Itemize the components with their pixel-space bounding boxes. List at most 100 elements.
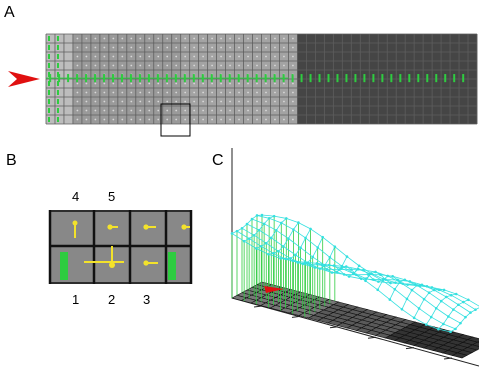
cell-dot — [139, 82, 142, 85]
surface-mesh-line — [375, 271, 381, 276]
cell-dot — [211, 46, 214, 49]
floor-cell — [322, 314, 339, 321]
floor-cell — [447, 339, 464, 346]
cell-dot — [292, 46, 294, 49]
floor-cell — [408, 337, 425, 344]
surface-mesh-line — [380, 274, 393, 277]
surface-mesh-line — [377, 289, 391, 300]
floor-cell — [442, 334, 460, 341]
cell-number-1: 1 — [72, 292, 80, 307]
surface-mesh-line — [451, 293, 457, 296]
surface-mesh-line — [329, 264, 335, 266]
cell-dot — [292, 37, 294, 40]
surface-mesh-line — [365, 280, 378, 291]
surface-mesh-line — [423, 298, 437, 309]
cell-dot — [130, 55, 133, 58]
floor-cell — [351, 314, 368, 321]
floor-cell — [313, 304, 330, 311]
cell-dot — [184, 82, 187, 85]
surface-mesh-line — [298, 222, 311, 230]
cell-dot — [238, 46, 240, 49]
floor-cell — [361, 309, 378, 315]
cell-dot — [229, 118, 231, 121]
surface-mesh-line — [426, 285, 440, 291]
cell-dot — [193, 55, 196, 58]
cell-dot — [256, 46, 258, 49]
surface-mesh-line — [322, 236, 336, 248]
cell-dot — [175, 100, 178, 103]
surface-node — [430, 286, 434, 289]
floor-cell — [241, 289, 258, 296]
floor-cell — [256, 281, 273, 288]
surface-mesh-line — [346, 266, 359, 270]
surface-mesh-line — [423, 292, 430, 300]
surface-mesh-line — [283, 246, 296, 256]
surface-node — [279, 257, 282, 260]
surface-node — [352, 272, 356, 275]
surface-node — [235, 229, 239, 233]
cell-dot — [265, 55, 267, 58]
red-arrow-small — [264, 286, 284, 293]
surface-node — [382, 277, 385, 281]
surface-node — [393, 287, 397, 291]
cell-dot — [148, 64, 151, 67]
surface-mesh-line — [268, 252, 274, 255]
surface-node — [257, 228, 261, 232]
surface-node — [374, 270, 377, 274]
cell-dot — [229, 46, 231, 49]
floor-cell — [341, 319, 358, 326]
cell-dot — [166, 82, 169, 85]
cell-dot — [256, 109, 258, 112]
floor-cell — [303, 302, 320, 308]
surface-mesh-line — [355, 274, 362, 280]
surface-node — [289, 257, 292, 260]
surface-mesh-line — [273, 252, 286, 260]
surface-mesh-line — [397, 279, 403, 284]
surface-mesh-line — [333, 265, 340, 270]
cell-number-3: 3 — [143, 292, 151, 307]
surface-mesh-line — [418, 298, 425, 309]
surface-node — [364, 279, 367, 283]
floor-cell — [389, 324, 407, 331]
cell-dot — [220, 91, 222, 94]
cell-dot — [103, 64, 106, 67]
surface-mesh-line — [309, 264, 322, 266]
surface-node — [313, 266, 317, 269]
floor-cell — [414, 326, 431, 333]
surface-node — [255, 214, 259, 217]
floor-cell — [312, 312, 330, 319]
floor-cell — [452, 344, 469, 351]
cell-dot — [220, 82, 222, 85]
floor-cell — [288, 310, 305, 316]
surface-mesh-line — [438, 289, 452, 296]
green-bar — [168, 252, 176, 280]
surface-mesh-line — [399, 281, 413, 291]
floor-cell — [447, 331, 465, 338]
surface-mesh-line — [310, 228, 323, 238]
surface-mesh-line — [413, 317, 427, 325]
cell-dot — [238, 91, 240, 94]
cell-dot — [202, 37, 205, 40]
floor-cell — [260, 294, 277, 301]
cell-dot — [112, 109, 115, 112]
cell-dot — [94, 37, 97, 40]
surface-node — [388, 298, 392, 301]
cell-dot — [220, 64, 222, 67]
cell-dot — [184, 91, 187, 94]
surface-mesh-line — [431, 316, 444, 325]
green-row-marker — [453, 74, 456, 83]
cell-dot — [283, 82, 285, 85]
cell-dot — [220, 37, 222, 40]
cell-dot — [94, 91, 97, 94]
cell-dot — [265, 100, 267, 103]
cell-number-5: 5 — [108, 189, 116, 204]
floor-cell — [255, 297, 272, 304]
cell-dot — [121, 46, 124, 49]
surface-mesh-line — [276, 229, 289, 239]
cell-dot — [247, 46, 249, 49]
surface-mesh-line — [380, 274, 386, 280]
surface-mesh-line — [402, 283, 415, 285]
floor-cell — [284, 297, 301, 303]
surface-node — [376, 288, 379, 292]
cell-dot — [175, 109, 178, 112]
